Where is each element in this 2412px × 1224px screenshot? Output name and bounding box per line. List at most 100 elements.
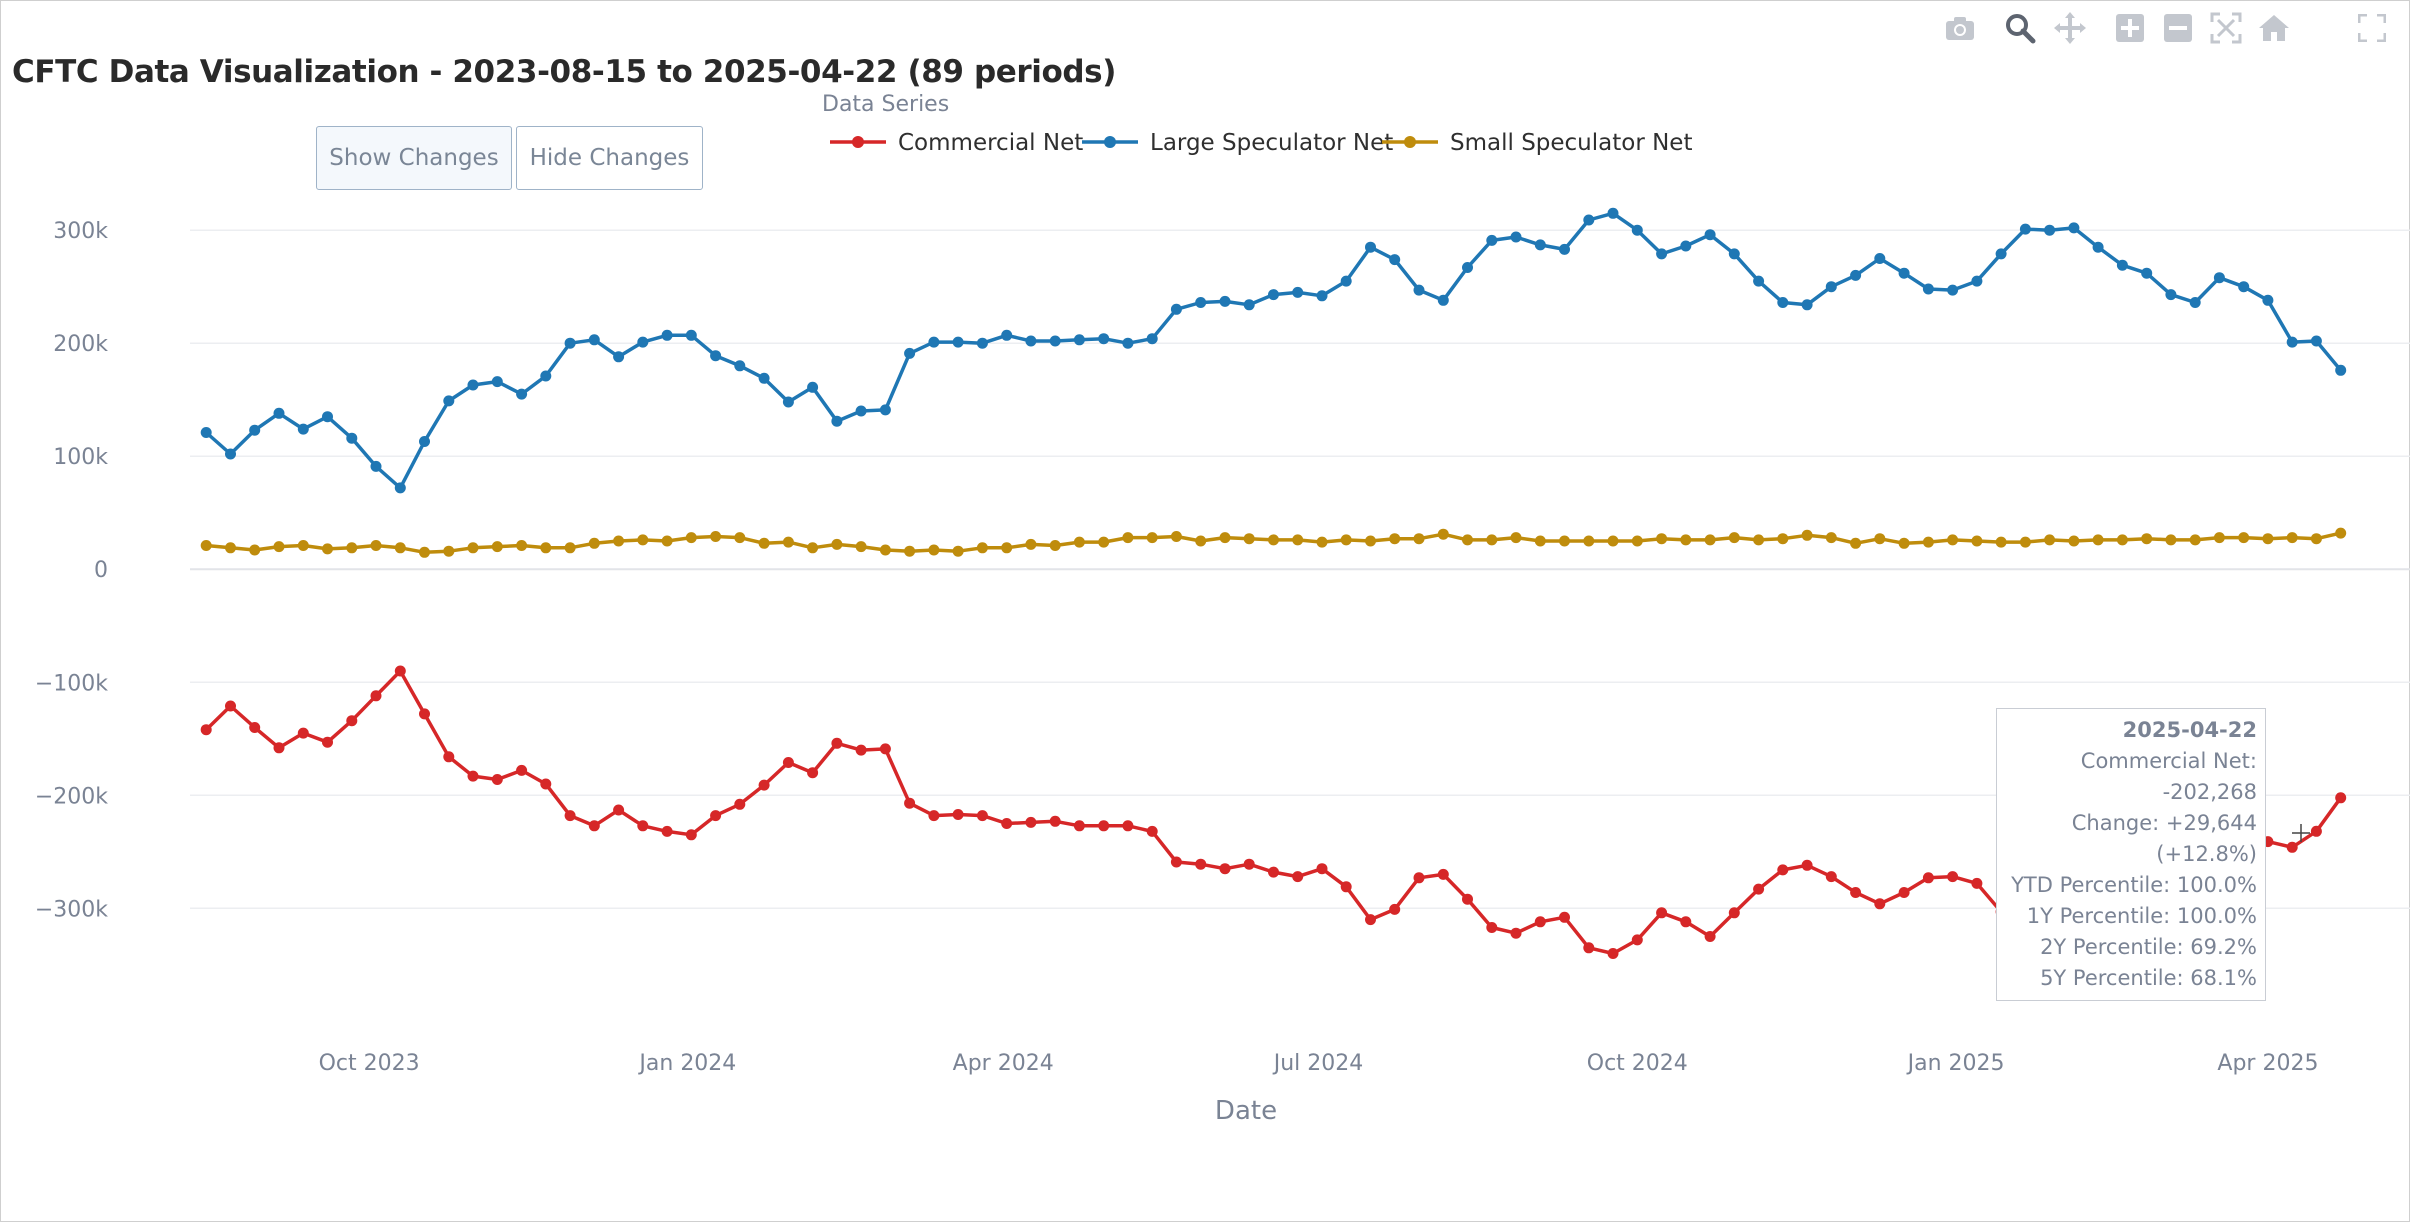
data-point bbox=[1607, 207, 1619, 219]
data-point bbox=[1728, 532, 1740, 544]
data-point bbox=[1340, 534, 1352, 546]
data-point bbox=[855, 405, 867, 417]
data-point bbox=[2116, 259, 2128, 271]
x-axis-ticks: Oct 2023 Jan 2024 Apr 2024 Jul 2024 Oct 2024… bbox=[319, 1051, 2319, 1076]
data-point bbox=[1195, 297, 1207, 308]
legend[interactable]: Data Series Commercial Net Large Speculat… bbox=[822, 92, 1692, 156]
data-point bbox=[1922, 536, 1934, 548]
data-point bbox=[1316, 290, 1328, 302]
y-tick-label: −100k bbox=[35, 671, 108, 696]
data-point bbox=[1559, 243, 1570, 255]
data-point bbox=[1195, 858, 1207, 870]
data-point bbox=[322, 543, 333, 555]
data-point bbox=[2335, 527, 2347, 539]
camera-icon[interactable] bbox=[1940, 8, 1980, 48]
data-point bbox=[1607, 535, 1619, 547]
data-point bbox=[928, 336, 940, 348]
legend-item-label: Small Speculator Net bbox=[1450, 130, 1692, 156]
data-point bbox=[782, 757, 794, 768]
data-point bbox=[2019, 536, 2031, 548]
hide-changes-button[interactable]: Hide Changes bbox=[516, 126, 703, 190]
data-point bbox=[1146, 825, 1158, 837]
data-point bbox=[904, 545, 916, 557]
data-point bbox=[2019, 223, 2031, 235]
data-point bbox=[1995, 536, 2007, 548]
tooltip-line: 2Y Percentile: 69.2% bbox=[2040, 935, 2257, 959]
pan-icon[interactable] bbox=[2050, 8, 2090, 48]
data-point bbox=[1437, 294, 1449, 306]
data-point bbox=[2189, 297, 2201, 308]
data-point bbox=[661, 825, 673, 837]
data-point bbox=[1001, 329, 1013, 341]
data-point bbox=[370, 460, 382, 472]
data-point bbox=[1777, 297, 1789, 308]
data-point bbox=[1898, 537, 1910, 549]
data-point bbox=[976, 810, 988, 822]
data-point bbox=[1728, 907, 1740, 919]
data-point bbox=[1704, 229, 1716, 241]
data-point bbox=[1801, 299, 1813, 311]
data-point bbox=[1583, 942, 1595, 954]
data-point bbox=[928, 810, 940, 822]
data-point bbox=[516, 388, 528, 400]
data-point bbox=[1001, 818, 1013, 829]
data-point bbox=[1195, 535, 1207, 547]
data-point bbox=[1292, 286, 1304, 298]
data-point bbox=[952, 809, 964, 820]
zoom-icon[interactable] bbox=[2000, 8, 2040, 48]
data-point bbox=[419, 708, 430, 720]
legend-swatch-marker bbox=[1404, 136, 1416, 148]
data-point bbox=[1874, 533, 1886, 545]
data-point bbox=[1680, 240, 1692, 252]
y-tick-label: 200k bbox=[53, 332, 108, 357]
data-point bbox=[1874, 898, 1886, 910]
data-point bbox=[1170, 856, 1182, 868]
data-point bbox=[1292, 871, 1304, 883]
x-axis-title: Date bbox=[1215, 1096, 1277, 1126]
data-point bbox=[1825, 871, 1837, 883]
data-point bbox=[394, 482, 406, 494]
show-changes-button[interactable]: Show Changes bbox=[316, 126, 512, 190]
data-point bbox=[710, 810, 722, 822]
fullscreen-icon[interactable] bbox=[2352, 8, 2392, 48]
data-point bbox=[1001, 542, 1013, 554]
data-point bbox=[1631, 535, 1643, 547]
data-point bbox=[1243, 533, 1255, 545]
data-point bbox=[1462, 534, 1473, 546]
hover-crosshair-icon bbox=[2292, 824, 2310, 842]
data-point bbox=[1510, 231, 1522, 243]
data-point bbox=[1170, 303, 1182, 315]
data-point bbox=[1995, 248, 2007, 260]
data-point bbox=[879, 544, 891, 556]
data-point bbox=[394, 665, 406, 677]
home-icon[interactable] bbox=[2254, 8, 2294, 48]
data-point bbox=[1947, 871, 1959, 883]
data-point bbox=[1413, 284, 1425, 296]
data-point bbox=[1607, 948, 1619, 959]
data-point bbox=[249, 424, 261, 436]
legend-title: Data Series bbox=[822, 92, 949, 117]
data-point bbox=[1025, 816, 1037, 828]
hover-tooltip: 2025-04-22 Commercial Net: -202,268 Chan… bbox=[1996, 708, 2266, 1001]
data-point bbox=[1340, 881, 1352, 893]
data-point bbox=[1656, 248, 1668, 260]
autoscale-icon[interactable] bbox=[2206, 8, 2246, 48]
data-point bbox=[952, 336, 964, 348]
data-point bbox=[734, 532, 746, 544]
data-point bbox=[2141, 533, 2153, 545]
y-tick-label: 0 bbox=[94, 558, 108, 583]
zoom-out-icon[interactable] bbox=[2158, 8, 2198, 48]
data-point bbox=[491, 541, 503, 553]
data-point bbox=[443, 751, 455, 763]
data-point bbox=[758, 372, 770, 384]
data-point bbox=[1534, 239, 1546, 251]
data-point bbox=[782, 536, 794, 548]
data-point bbox=[225, 448, 236, 460]
data-point bbox=[1728, 248, 1740, 260]
zoom-in-icon[interactable] bbox=[2110, 8, 2150, 48]
data-point bbox=[419, 436, 430, 447]
data-point bbox=[588, 537, 600, 549]
data-point bbox=[2068, 535, 2080, 547]
data-point bbox=[564, 337, 576, 349]
